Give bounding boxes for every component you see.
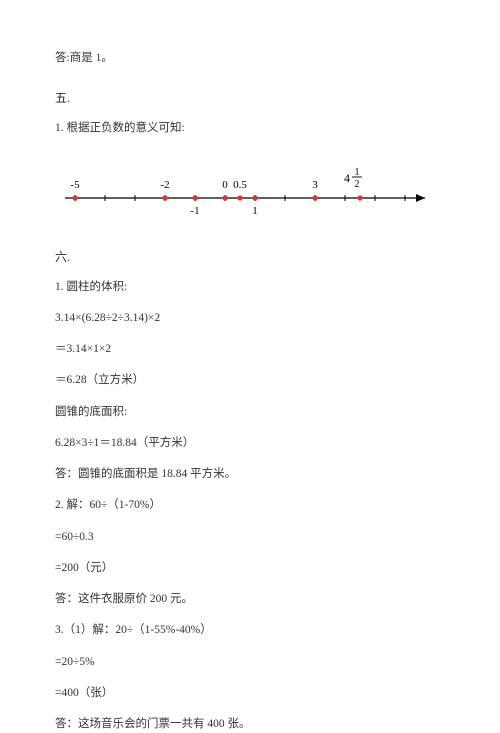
section-5-heading: 五. xyxy=(55,89,445,106)
section-6-line: 答：这场音乐会的门票一共有 400 张。 xyxy=(55,716,445,733)
section-6-line: =200（元） xyxy=(55,560,445,577)
svg-text:3: 3 xyxy=(312,179,318,191)
section-6-heading: 六. xyxy=(55,248,445,265)
section-6-body: 1. 圆柱的体积: 3.14×(6.28÷2÷3.14)×2 ＝3.14×1×2 ＝6… xyxy=(55,279,445,733)
section-6-line: =60÷0.3 xyxy=(55,529,445,546)
svg-text:-5: -5 xyxy=(70,179,80,191)
number-line-svg: -5-2-100.513412 xyxy=(55,156,445,226)
svg-text:4: 4 xyxy=(344,171,350,185)
section-6-line: 圆锥的底面积: xyxy=(55,404,445,421)
section-6-line: 答：这件衣服原价 200 元。 xyxy=(55,591,445,608)
number-line: -5-2-100.513412 xyxy=(55,156,445,226)
section-5-line-1: 1. 根据正负数的意义可知: xyxy=(55,120,445,137)
section-6-line: ＝6.28（立方米） xyxy=(55,372,445,389)
section-6-line: 答：圆锥的底面积是 18.84 平方米。 xyxy=(55,466,445,483)
svg-text:-1: -1 xyxy=(190,205,199,217)
section-6-line: ＝3.14×1×2 xyxy=(55,341,445,358)
svg-text:0.5: 0.5 xyxy=(233,179,247,191)
section-6-line: =20÷5% xyxy=(55,654,445,671)
top-answer-line: 答:商是 1。 xyxy=(55,50,445,67)
svg-text:2: 2 xyxy=(355,179,360,190)
svg-text:0: 0 xyxy=(222,179,228,191)
section-6-line: 3.（1）解：20÷（1-55%-40%） xyxy=(55,622,445,639)
section-6-line: 6.28×3÷1＝18.84（平方米） xyxy=(55,435,445,452)
svg-text:1: 1 xyxy=(252,205,258,217)
section-6-line: =400（张） xyxy=(55,685,445,702)
section-6-line: 2. 解：60÷（1-70%） xyxy=(55,497,445,514)
svg-text:1: 1 xyxy=(355,167,360,178)
section-6-line: 3.14×(6.28÷2÷3.14)×2 xyxy=(55,310,445,327)
section-6-line: 1. 圆柱的体积: xyxy=(55,279,445,296)
svg-text:-2: -2 xyxy=(160,179,169,191)
